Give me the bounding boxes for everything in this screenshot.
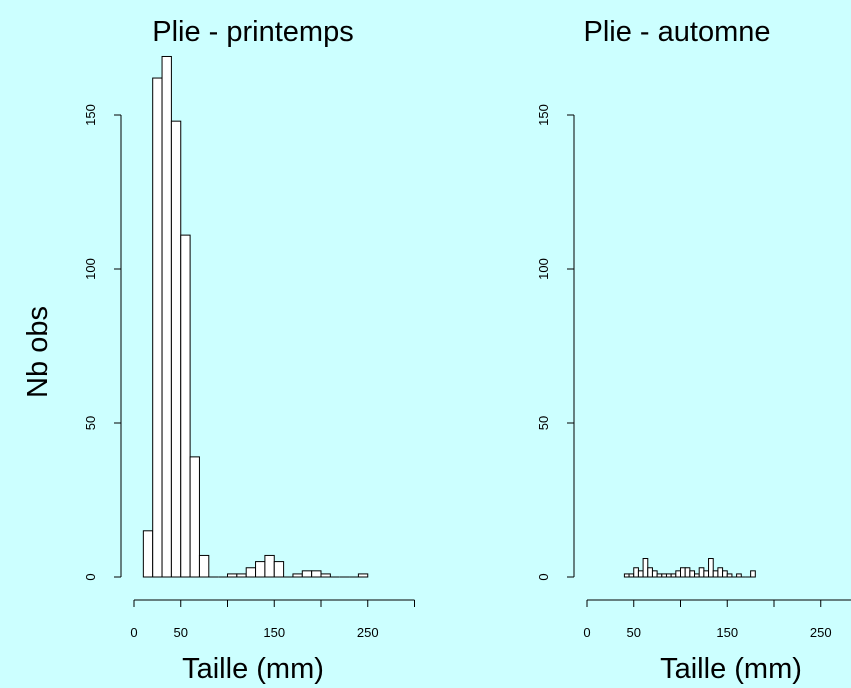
panel-title-spring: Plie - printemps — [152, 16, 353, 48]
histogram-bar — [170, 120, 182, 578]
y-tick-label: 50 — [83, 416, 98, 430]
histogram-bar — [712, 570, 719, 578]
histogram-bar — [665, 573, 672, 578]
histogram-bar — [703, 570, 710, 578]
x-axis-label-spring: Taille (mm) — [182, 653, 324, 685]
histogram-bar — [647, 567, 653, 578]
y-tick-label: 100 — [536, 258, 551, 280]
panel-title-autumn: Plie - automne — [584, 16, 771, 48]
x-axis-label-autumn: Taille (mm) — [660, 653, 802, 685]
x-tick-label: 0 — [130, 625, 137, 640]
histogram-bar — [689, 570, 696, 578]
x-tick-label: 250 — [810, 625, 832, 640]
histogram-bar — [236, 573, 247, 578]
histogram-panel-autumn: Plie - automne Taille (mm) 0 50 150 250 0 50 1… — [536, 16, 851, 685]
y-tick-label: 150 — [83, 104, 98, 126]
histogram-bar — [227, 573, 238, 578]
histogram-bar — [694, 573, 700, 578]
histogram-bar — [656, 573, 663, 578]
histogram-bar — [142, 530, 154, 578]
histogram-bar — [633, 567, 639, 578]
histogram-bar — [245, 567, 257, 578]
x-tick-label: 150 — [716, 625, 738, 640]
histogram-bar — [651, 570, 658, 578]
histogram-bar — [661, 573, 667, 578]
y-tick-label: 0 — [536, 573, 551, 580]
histogram-bar — [680, 567, 686, 578]
histogram-bar — [255, 561, 266, 578]
histogram-bar — [198, 554, 210, 578]
histogram-bar — [301, 570, 313, 578]
histogram-bar — [161, 55, 172, 578]
histogram-bar — [637, 570, 644, 578]
histogram-bar — [189, 456, 200, 578]
histogram-bar — [311, 570, 322, 578]
histogram-bar — [642, 558, 649, 578]
histogram-bar — [708, 558, 714, 578]
histogram-bar — [717, 567, 724, 578]
x-tick-label: 150 — [263, 625, 285, 640]
y-tick-label: 150 — [536, 104, 551, 126]
y-axis-label: Nb obs — [22, 306, 54, 398]
histogram-panel-spring: Plie - printemps Taille (mm) 0 50 150 250 0 5… — [83, 16, 415, 685]
histogram-bar — [726, 573, 733, 578]
histogram-bar — [273, 561, 285, 578]
histogram-bar — [357, 573, 369, 578]
histogram-bar — [180, 234, 191, 578]
y-tick-label: 100 — [83, 258, 98, 280]
x-tick-label: 0 — [583, 625, 590, 640]
histogram-bar — [320, 573, 331, 578]
x-tick-label: 250 — [357, 625, 379, 640]
histogram-bar — [623, 573, 630, 578]
histogram-bar — [675, 570, 682, 578]
histogram-bar — [152, 77, 163, 578]
y-tick-label: 50 — [536, 416, 551, 430]
histogram-bar — [684, 567, 691, 578]
histogram-bar — [264, 554, 275, 578]
histogram-bar — [628, 573, 635, 578]
histogram-bar — [750, 570, 756, 578]
histogram-bar — [722, 570, 728, 578]
x-tick-label: 50 — [627, 625, 641, 640]
x-tick-label: 50 — [174, 625, 188, 640]
histogram-bar — [670, 573, 677, 578]
histogram-bar — [292, 573, 303, 578]
y-tick-label: 0 — [83, 573, 98, 580]
histogram-bar — [736, 573, 742, 578]
histogram-bar — [698, 567, 705, 578]
